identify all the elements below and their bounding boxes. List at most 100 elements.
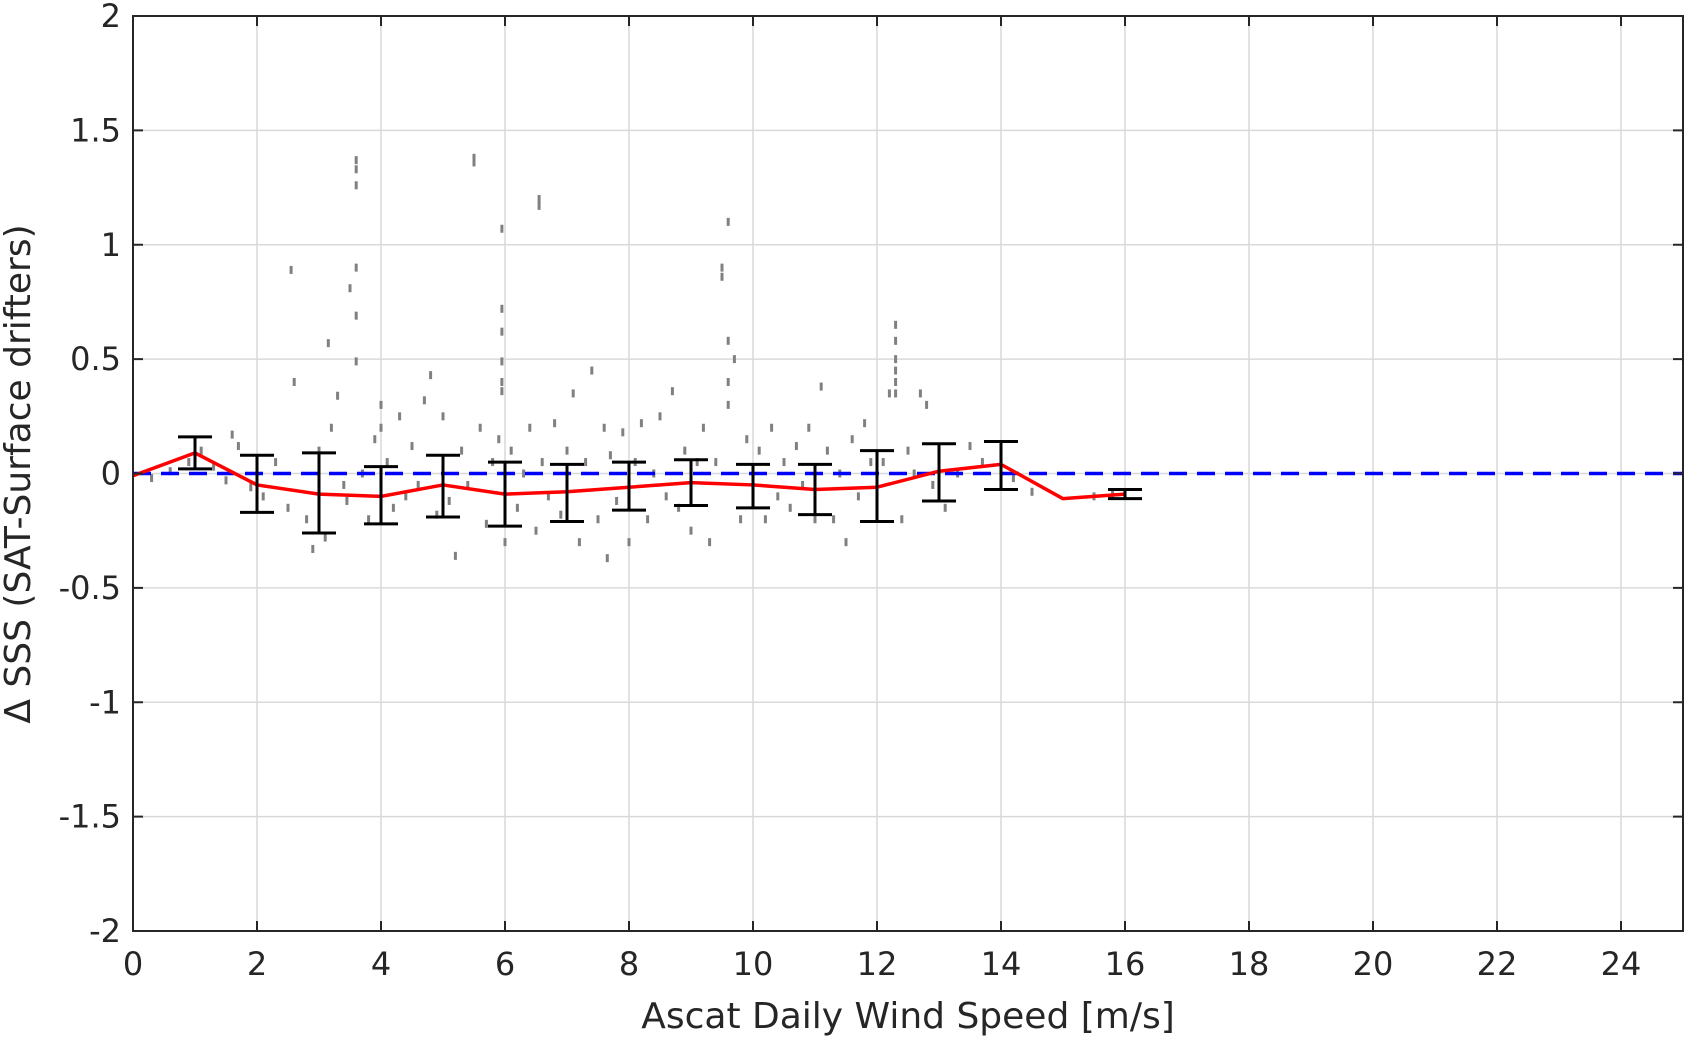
- scatter-point: [515, 503, 519, 512]
- error-bar: [426, 453, 460, 519]
- x-tick-label: 12: [857, 945, 898, 983]
- scatter-point: [329, 423, 333, 432]
- scatter-point: [918, 389, 922, 398]
- scatter-point: [447, 496, 451, 505]
- scatter-point: [726, 217, 730, 226]
- scatter-point: [900, 515, 904, 524]
- error-bar: [860, 449, 894, 524]
- scatter-point: [894, 320, 898, 329]
- scatter-point: [274, 458, 278, 467]
- scatter-point: [726, 400, 730, 409]
- x-axis-label: Ascat Daily Wind Speed [m/s]: [641, 996, 1175, 1037]
- scatter-point: [453, 551, 457, 560]
- scatter-point: [906, 446, 910, 455]
- scatter-point: [1030, 487, 1034, 496]
- scatter-point: [825, 446, 829, 455]
- scatter-point: [466, 480, 470, 489]
- scatter-point: [807, 423, 811, 432]
- scatter-point: [608, 451, 612, 460]
- scatter-point: [677, 503, 681, 512]
- scatter-point: [596, 515, 600, 524]
- scatter-point: [590, 366, 594, 375]
- error-bar: [736, 462, 770, 510]
- scatter-point: [844, 538, 848, 547]
- scatter-point: [602, 423, 606, 432]
- scatter-point: [311, 544, 315, 553]
- scatter-point: [345, 496, 349, 505]
- error-bar: [364, 465, 398, 526]
- x-tick-label: 0: [123, 945, 143, 983]
- scatter-point: [534, 526, 538, 535]
- y-tick-label: 0.5: [70, 340, 121, 378]
- scatter-point: [354, 156, 358, 165]
- scatter-point: [348, 284, 352, 293]
- y-tick-label: 2: [101, 0, 121, 35]
- scatter-point: [683, 446, 687, 455]
- grid-layer: [133, 16, 1683, 931]
- scatter-point: [605, 554, 609, 563]
- scatter-point: [500, 327, 504, 336]
- x-tick-label: 24: [1601, 945, 1642, 983]
- scatter-point: [577, 538, 581, 547]
- tick-layer: 0 2 4 6 8 10 12 14 16 18 20 22 2421.510.50-0.5-1-1.5…: [59, 0, 1683, 983]
- scatter-point: [354, 311, 358, 320]
- y-tick-label: 0: [101, 455, 121, 493]
- scatter-point: [565, 446, 569, 455]
- scatter-point: [553, 419, 557, 428]
- scatter-point: [732, 355, 736, 364]
- y-tick-label: -1: [89, 683, 121, 721]
- scatter-point: [670, 387, 674, 396]
- scatter-point: [336, 391, 340, 400]
- scatter-point: [441, 412, 445, 421]
- scatter-point: [379, 423, 383, 432]
- scatter-point: [342, 480, 346, 489]
- scatter-point: [500, 378, 504, 386]
- scatter-point: [931, 480, 935, 489]
- scatter-point: [500, 387, 504, 396]
- scatter-point: [757, 446, 761, 455]
- x-tick-label: 20: [1353, 945, 1394, 983]
- scatter-point: [379, 400, 383, 409]
- scatter-point: [701, 423, 705, 432]
- scatter-point: [503, 538, 507, 547]
- scatter-point: [894, 378, 898, 386]
- y-tick-label: 1.5: [70, 111, 121, 149]
- scatter-point: [615, 496, 619, 505]
- y-tick-label: -1.5: [59, 798, 121, 836]
- x-tick-label: 14: [981, 945, 1022, 983]
- scatter-point: [391, 503, 395, 512]
- scatter-point: [980, 458, 984, 467]
- scatter-point: [708, 538, 712, 547]
- scatter-point: [540, 458, 544, 467]
- scatter-point: [286, 503, 290, 512]
- scatter-point: [429, 371, 433, 380]
- scatter-point: [212, 462, 216, 471]
- scatter-point: [261, 492, 265, 501]
- scatter-point: [373, 435, 377, 444]
- scatter-point: [689, 526, 693, 535]
- scatter-point: [199, 446, 203, 455]
- scatter-point: [571, 389, 575, 398]
- scatter-point: [912, 469, 916, 478]
- y-tick-label: 1: [101, 226, 121, 264]
- scatter-point: [528, 423, 532, 432]
- scatter-point: [714, 458, 718, 467]
- error-bar: [302, 451, 336, 535]
- x-tick-label: 8: [619, 945, 639, 983]
- scatter-point: [639, 419, 643, 428]
- scatter-point: [801, 480, 805, 489]
- error-bar: [612, 460, 646, 512]
- y-tick-label: -2: [89, 912, 121, 950]
- scatter-point: [658, 412, 662, 421]
- scatter-layer: [150, 153, 1115, 563]
- scatter-point: [537, 195, 541, 203]
- scatter-point: [782, 458, 786, 467]
- error-bar: [674, 458, 708, 508]
- scatter-point: [497, 435, 501, 444]
- scatter-point: [776, 492, 780, 501]
- scatter-point: [881, 458, 885, 467]
- scatter-point: [739, 515, 743, 524]
- error-bar: [798, 462, 832, 517]
- scatter-point: [925, 400, 929, 409]
